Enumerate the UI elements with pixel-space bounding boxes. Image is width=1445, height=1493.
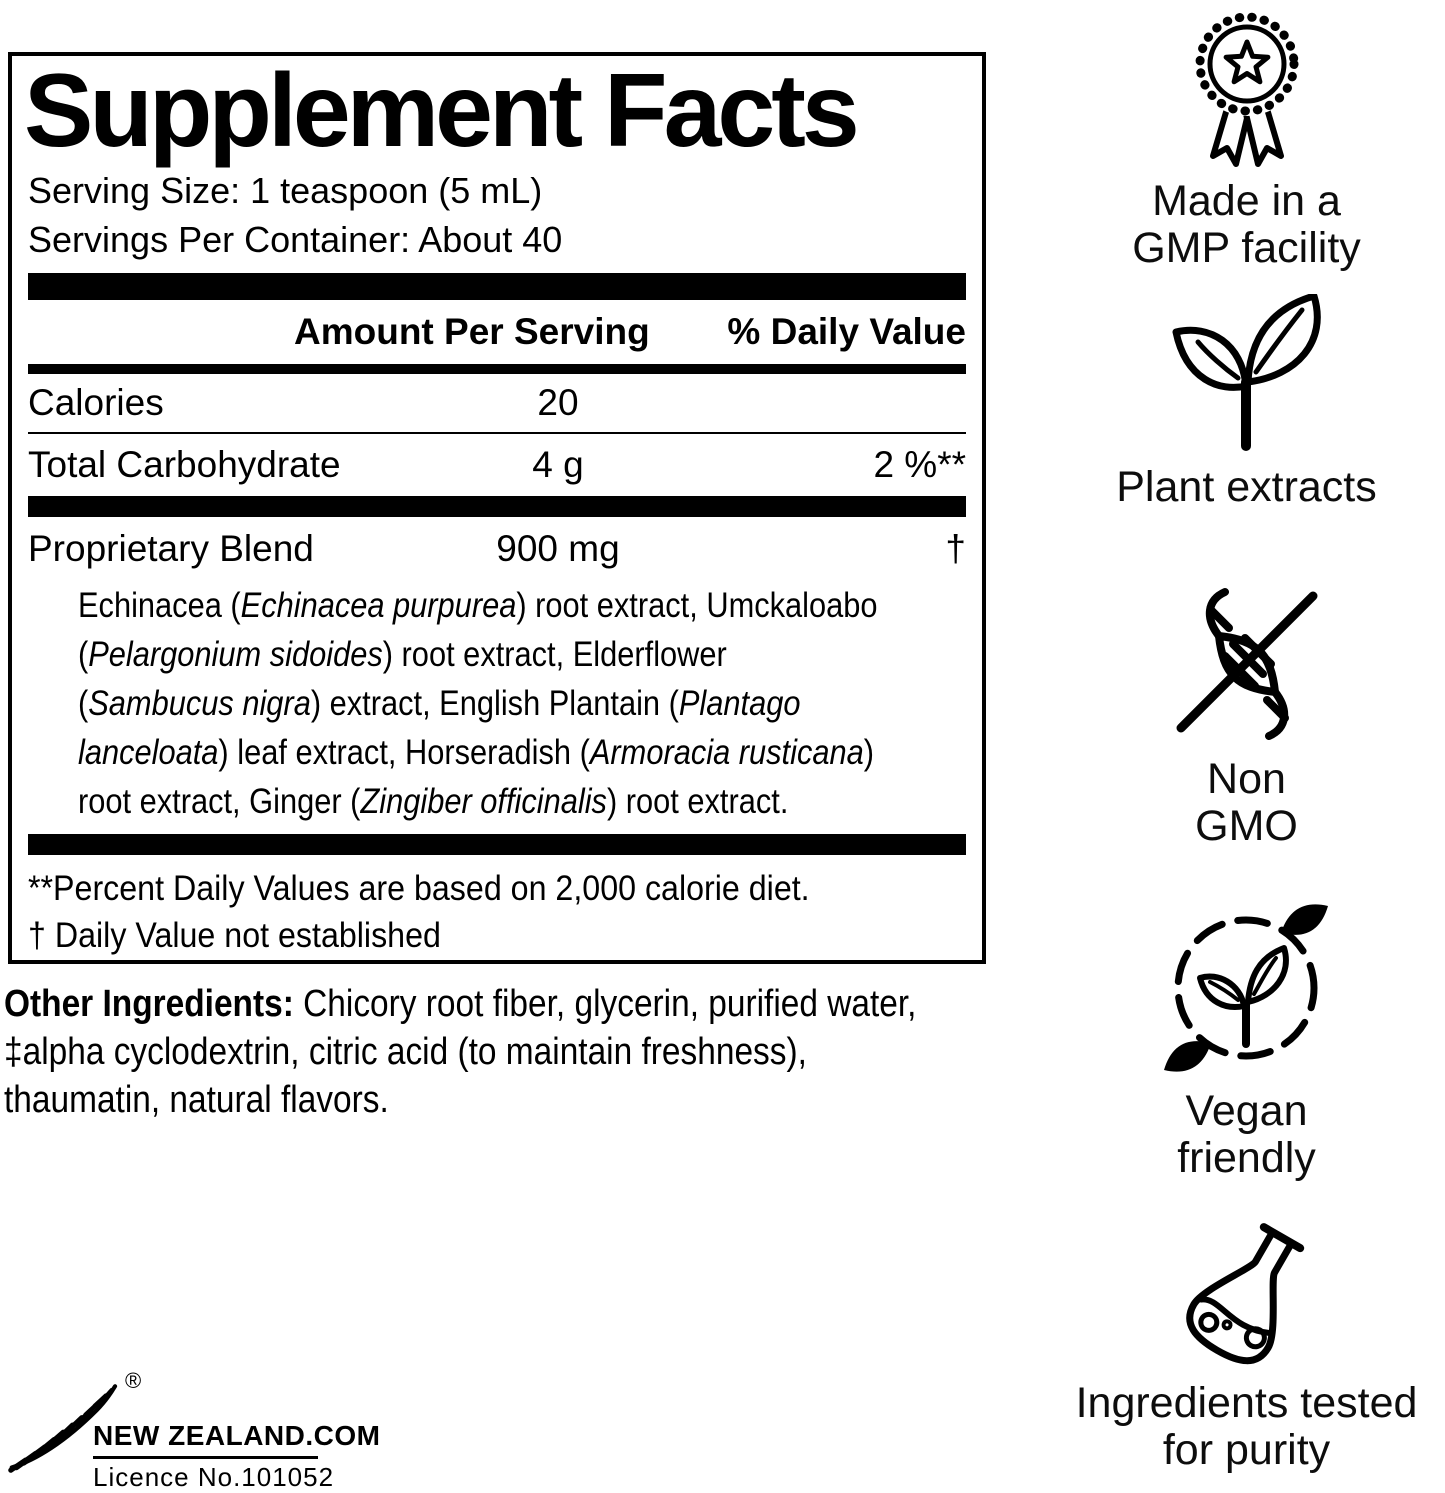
other-ingredients-line: Other Ingredients: Chicory root fiber, g… (4, 983, 917, 1025)
other-ingredients-line: ‡alpha cyclodextrin, citric acid (to mai… (4, 1031, 807, 1073)
footnote-dv-not-established: † Daily Value not established (28, 916, 441, 955)
blend-description-line: (Sambucus nigra) extract, English Planta… (78, 684, 801, 723)
badge-caption-line: GMP facility (1132, 224, 1361, 272)
badge-caption-line: Plant extracts (1116, 463, 1377, 511)
badge-plant-extracts: Plant extracts (1048, 294, 1445, 511)
blend-name: Proprietary Blend (28, 528, 314, 569)
purity-flask-icon (1185, 1223, 1304, 1365)
badge-caption-line: Ingredients tested (1075, 1379, 1418, 1427)
serving-size: Serving Size: 1 teaspoon (5 mL) (28, 170, 543, 211)
nutrient-amount: 4 g (532, 444, 584, 485)
badge-non-gmo: Non GMO (1048, 576, 1445, 850)
nutrient-dv: 2 %** (873, 444, 966, 485)
certification-badges: Made in a GMP facility Plant extracts (1048, 0, 1445, 1485)
footnotes: **Percent Daily Values are based on 2,00… (28, 865, 966, 959)
gmp-ribbon-icon (1194, 12, 1299, 167)
badge-caption-line: for purity (1162, 1426, 1331, 1474)
badge-caption-line: Non (1207, 755, 1286, 803)
nz-licence-number: Licence No.101052 (93, 1462, 335, 1492)
blend-description-line: root extract, Ginger (Zingiber officinal… (78, 782, 789, 821)
new-zealand-licence-mark: ® NEW ZEALAND.COM Licence No.101052 (8, 1368, 380, 1492)
separator-bar-thick (28, 834, 966, 855)
vegan-friendly-icon (1163, 904, 1328, 1072)
separator-bar-medium (28, 364, 966, 374)
badge-caption-line: friendly (1177, 1134, 1316, 1182)
silver-fern-icon (8, 1384, 118, 1473)
table-row: Calories 20 (28, 374, 966, 432)
separator-bar-thick (28, 273, 966, 300)
blend-dv-dagger: † (945, 528, 966, 569)
registered-trademark: ® (125, 1368, 142, 1393)
blend-description-line: lanceloata) leaf extract, Horseradish (A… (78, 733, 875, 772)
table-header: Amount Per Serving % Daily Value (28, 300, 966, 364)
servings-per-container: Servings Per Container: About 40 (28, 219, 563, 260)
nz-brand-text: NEW ZEALAND.COM (93, 1420, 381, 1451)
blend-description-line: (Pelargonium sidoides) root extract, Eld… (78, 635, 727, 674)
nutrient-name: Total Carbohydrate (28, 444, 341, 485)
non-gmo-icon (1176, 588, 1317, 740)
blend-description-line: Echinacea (Echinacea purpurea) root extr… (78, 586, 878, 625)
blend-amount: 900 mg (496, 528, 620, 569)
nutrient-amount: 20 (537, 382, 579, 423)
nz-brand-rule (93, 1456, 318, 1459)
badge-vegan-friendly: Vegan friendly (1048, 896, 1445, 1182)
badge-purity-tested: Ingredients tested for purity (1048, 1208, 1445, 1474)
column-header-daily-value: % Daily Value (727, 311, 966, 352)
column-header-amount: Amount Per Serving (294, 311, 650, 352)
table-row: Total Carbohydrate 4 g 2 %** (28, 434, 966, 496)
panel-title: Supplement Facts (24, 53, 860, 169)
other-ingredients-line: thaumatin, natural flavors. (4, 1079, 389, 1121)
badge-gmp: Made in a GMP facility (1048, 4, 1445, 272)
badge-caption-line: Made in a (1152, 177, 1341, 225)
plant-extracts-icon (1172, 294, 1321, 451)
nutrient-name: Calories (28, 382, 164, 423)
separator-bar-thick (28, 496, 966, 517)
separator-hairline (28, 432, 966, 434)
other-ingredients: Other Ingredients: Chicory root fiber, g… (4, 980, 994, 1124)
table-row: Proprietary Blend 900 mg † (28, 517, 966, 581)
blend-description: Echinacea (Echinacea purpurea) root extr… (28, 581, 966, 826)
badge-caption-line: GMO (1195, 802, 1298, 850)
badge-caption-line: Vegan (1185, 1087, 1308, 1135)
supplement-facts-panel: Supplement Facts Serving Size: 1 teaspoo… (8, 52, 986, 964)
footnote-daily-values: **Percent Daily Values are based on 2,00… (28, 869, 810, 908)
